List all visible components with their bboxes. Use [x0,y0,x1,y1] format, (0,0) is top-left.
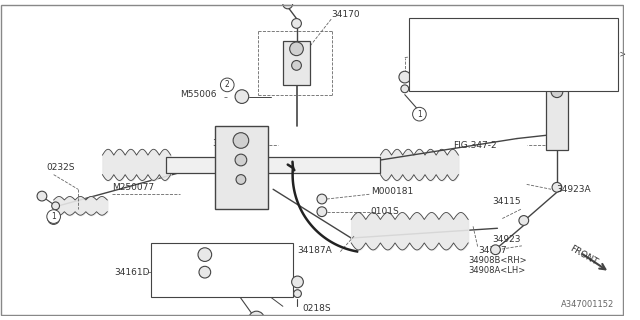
Text: 34908A<LH>: 34908A<LH> [468,266,525,275]
Text: 2: 2 [225,80,230,89]
Text: 34170: 34170 [332,10,360,19]
Bar [409,18,618,91]
Text: 1: 1 [419,26,423,35]
Circle shape [552,182,562,192]
Circle shape [416,50,426,60]
Text: 34187A: 34187A [298,246,332,255]
Text: 0232S: 0232S [439,48,467,57]
Circle shape [416,25,426,35]
Text: 0101S: 0101S [371,207,399,216]
Text: M55006: M55006 [180,90,217,99]
Text: FIG.347-2: FIG.347-2 [454,141,497,150]
Text: 34908B<RH>: 34908B<RH> [468,256,527,265]
Text: 34923A: 34923A [556,185,591,194]
Circle shape [416,74,426,84]
Circle shape [220,78,234,92]
Text: 34110: 34110 [212,139,241,148]
Text: 2: 2 [419,50,423,59]
Circle shape [235,154,247,166]
Text: FRONT: FRONT [568,244,599,267]
Text: 34115: 34115 [493,197,521,206]
Circle shape [52,202,60,210]
Circle shape [399,71,411,83]
Circle shape [283,0,292,9]
Text: 1: 1 [419,26,423,35]
Circle shape [198,248,212,261]
Circle shape [491,245,500,255]
Circle shape [416,74,426,84]
Text: 34923: 34923 [493,236,521,244]
Circle shape [551,86,563,98]
Circle shape [37,191,47,201]
Circle shape [235,90,249,103]
Bar [166,157,380,173]
Text: M000181: M000181 [371,187,413,196]
Text: <05MY0410-    >: <05MY0410- > [550,74,615,83]
Circle shape [47,210,60,223]
Circle shape [292,276,303,288]
Circle shape [292,19,301,28]
Text: 34161D: 34161D [114,268,150,277]
Text: 1: 1 [51,212,56,221]
Text: 1: 1 [417,110,422,119]
Circle shape [416,25,426,35]
Circle shape [519,216,529,225]
Circle shape [317,207,327,217]
Text: 2: 2 [419,50,423,59]
Text: 0510S: 0510S [436,26,463,35]
Text: P200005: P200005 [436,74,473,83]
Circle shape [48,213,60,224]
Text: 0320S: 0320S [436,50,463,59]
Text: <05MY-05MY0409>: <05MY-05MY0409> [550,50,626,59]
Bar [151,243,292,297]
Text: 0232S: 0232S [47,163,76,172]
Text: 0218S: 0218S [302,304,331,313]
Circle shape [292,60,301,70]
Circle shape [317,194,327,204]
Bar [283,41,310,85]
Text: 34187: 34187 [478,246,507,255]
Text: 2: 2 [419,74,423,83]
Circle shape [236,175,246,184]
Circle shape [294,290,301,298]
Bar [214,126,268,209]
Text: A347001152: A347001152 [561,300,614,309]
Circle shape [401,85,409,93]
Text: 2: 2 [419,74,423,83]
Circle shape [416,50,426,60]
Circle shape [233,133,249,148]
Circle shape [550,65,564,79]
Circle shape [290,42,303,56]
Circle shape [199,266,211,278]
Bar [546,58,568,150]
Circle shape [413,107,426,121]
Text: M250077: M250077 [112,183,154,192]
Circle shape [249,311,264,320]
